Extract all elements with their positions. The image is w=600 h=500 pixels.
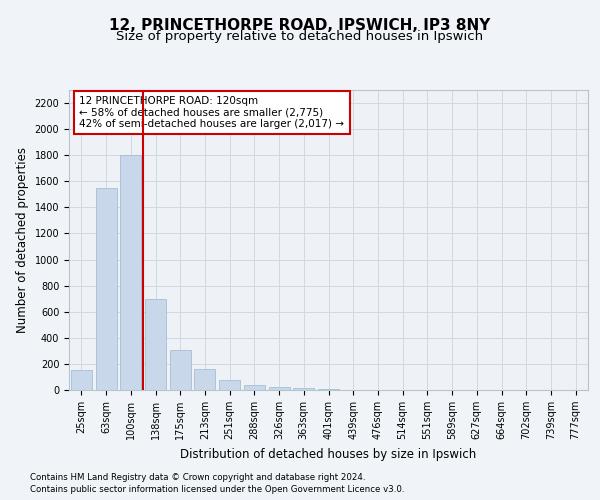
Text: 12 PRINCETHORPE ROAD: 120sqm
← 58% of detached houses are smaller (2,775)
42% of: 12 PRINCETHORPE ROAD: 120sqm ← 58% of de… [79,96,344,129]
Bar [145,298,166,390]
Bar [244,385,265,390]
Text: Size of property relative to detached houses in Ipswich: Size of property relative to detached ho… [116,30,484,43]
Bar [194,369,215,390]
Text: Contains HM Land Registry data © Crown copyright and database right 2024.: Contains HM Land Registry data © Crown c… [30,472,365,482]
Bar [95,188,116,390]
Bar [293,388,314,390]
Text: 12, PRINCETHORPE ROAD, IPSWICH, IP3 8NY: 12, PRINCETHORPE ROAD, IPSWICH, IP3 8NY [109,18,491,32]
Bar [219,380,240,390]
Text: Contains public sector information licensed under the Open Government Licence v3: Contains public sector information licen… [30,485,404,494]
Bar [71,370,92,390]
Bar [269,386,290,390]
Bar [120,155,141,390]
Y-axis label: Number of detached properties: Number of detached properties [16,147,29,333]
Bar [170,350,191,390]
X-axis label: Distribution of detached houses by size in Ipswich: Distribution of detached houses by size … [181,448,476,460]
